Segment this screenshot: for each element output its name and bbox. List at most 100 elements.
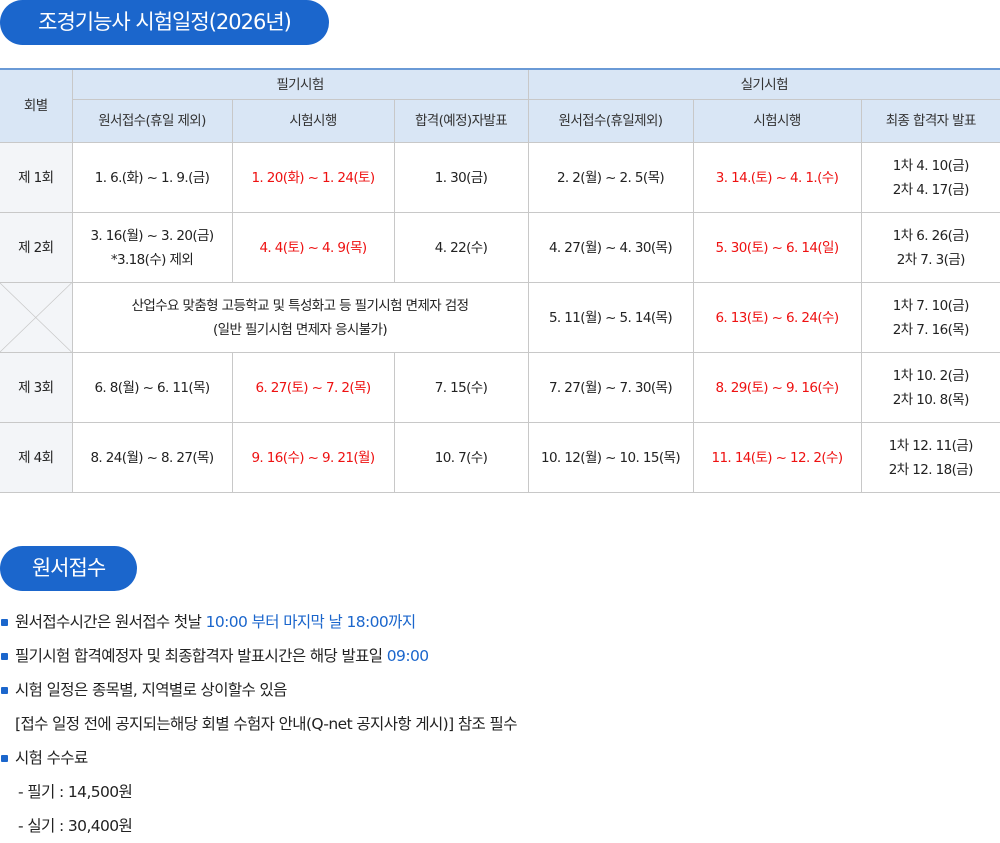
note-text: 원서접수시간은 원서접수 첫날: [15, 613, 206, 631]
cell-line: 1. 6.(화) ~ 1. 9.(금): [73, 166, 232, 190]
cell-line: 8. 29(토) ~ 9. 16(수): [694, 376, 861, 400]
cell-line: 1차 6. 26(금): [862, 224, 1000, 248]
cell-line: 9. 16(수) ~ 9. 21(월): [233, 446, 394, 470]
note-text: - 실기 : 30,400원: [18, 817, 132, 835]
cell-line: 7. 15(수): [395, 376, 528, 400]
schedule-cell: 1. 6.(화) ~ 1. 9.(금): [72, 143, 232, 213]
cell-line: 6. 13(토) ~ 6. 24(수): [694, 306, 861, 330]
schedule-cell: 7. 27(월) ~ 7. 30(목): [528, 353, 693, 423]
list-item: [접수 일정 전에 공지되는해당 회별 수험자 안내(Q-net 공지사항 게시…: [0, 707, 517, 741]
merged-written-exemption-cell: 산업수요 맞춤형 고등학교 및 특성화고 등 필기시험 면제자 검정(일반 필기…: [72, 283, 528, 353]
cell-line: *3.18(수) 제외: [73, 248, 232, 272]
schedule-cell: 4. 22(수): [394, 213, 528, 283]
schedule-cell: 7. 15(수): [394, 353, 528, 423]
cell-line: 1. 30(금): [395, 166, 528, 190]
round-cell: 제 3회: [0, 353, 72, 423]
round-cell: 제 1회: [0, 143, 72, 213]
header-practical-exam: 실기시험: [528, 69, 1000, 100]
cell-line: 4. 27(월) ~ 4. 30(목): [529, 236, 693, 260]
schedule-cell: 1차 12. 11(금)2차 12. 18(금): [861, 423, 1000, 493]
column-header: 최종 합격자 발표: [861, 100, 1000, 143]
column-header: 시험시행: [232, 100, 394, 143]
schedule-cell: 10. 12(월) ~ 10. 15(목): [528, 423, 693, 493]
cell-line: 4. 4(토) ~ 4. 9(목): [233, 236, 394, 260]
list-item: 필기시험 합격예정자 및 최종합격자 발표시간은 해당 발표일 09:00: [0, 639, 517, 673]
cell-line: 2차 10. 8(목): [862, 388, 1000, 412]
schedule-cell: 3. 16(월) ~ 3. 20(금)*3.18(수) 제외: [72, 213, 232, 283]
schedule-cell: 8. 24(월) ~ 8. 27(목): [72, 423, 232, 493]
schedule-cell: 5. 30(토) ~ 6. 14(일): [693, 213, 861, 283]
cell-line: 10. 12(월) ~ 10. 15(목): [529, 446, 693, 470]
schedule-cell: 1차 10. 2(금)2차 10. 8(목): [861, 353, 1000, 423]
round-cell: 제 2회: [0, 213, 72, 283]
note-text: [접수 일정 전에 공지되는해당 회별 수험자 안내(Q-net 공지사항 게시…: [15, 715, 517, 733]
cell-line: 1차 7. 10(금): [862, 294, 1000, 318]
cell-line: 7. 27(월) ~ 7. 30(목): [529, 376, 693, 400]
note-text: 시험 수수료: [15, 749, 88, 767]
schedule-cell: 1차 6. 26(금)2차 7. 3(금): [861, 213, 1000, 283]
cell-line: 8. 24(월) ~ 8. 27(목): [73, 446, 232, 470]
cell-line: 5. 30(토) ~ 6. 14(일): [694, 236, 861, 260]
cell-line: 11. 14(토) ~ 12. 2(수): [694, 446, 861, 470]
cell-line: (일반 필기시험 면제자 응시불가): [73, 318, 528, 342]
schedule-cell: 6. 8(월) ~ 6. 11(목): [72, 353, 232, 423]
note-text: 시험 일정은 종목별, 지역별로 상이할수 있음: [15, 681, 287, 699]
cell-line: 10. 7(수): [395, 446, 528, 470]
schedule-cell: 10. 7(수): [394, 423, 528, 493]
cross-out-icon: [0, 283, 72, 352]
cell-line: 2차 4. 17(금): [862, 178, 1000, 202]
schedule-cell: 1. 20(화) ~ 1. 24(토): [232, 143, 394, 213]
schedule-cell: 2. 2(월) ~ 2. 5(목): [528, 143, 693, 213]
schedule-cell: 1차 4. 10(금)2차 4. 17(금): [861, 143, 1000, 213]
schedule-cell: 1. 30(금): [394, 143, 528, 213]
cell-line: 4. 22(수): [395, 236, 528, 260]
highlight-text: 09:00: [387, 647, 429, 665]
cell-line: 1차 10. 2(금): [862, 364, 1000, 388]
cell-line: 6. 27(토) ~ 7. 2(목): [233, 376, 394, 400]
list-item: 시험 수수료: [0, 741, 517, 775]
note-text: 필기시험 합격예정자 및 최종합격자 발표시간은 해당 발표일: [15, 647, 387, 665]
schedule-cell: 4. 27(월) ~ 4. 30(목): [528, 213, 693, 283]
header-written-exam: 필기시험: [72, 69, 528, 100]
cell-line: 3. 14.(토) ~ 4. 1.(수): [694, 166, 861, 190]
schedule-cell: 11. 14(토) ~ 12. 2(수): [693, 423, 861, 493]
list-item: 원서접수시간은 원서접수 첫날 10:00 부터 마지막 날 18:00까지: [0, 605, 517, 639]
schedule-cell: 4. 4(토) ~ 4. 9(목): [232, 213, 394, 283]
section-title-application: 원서접수: [0, 546, 137, 591]
column-header: 시험시행: [693, 100, 861, 143]
cell-line: 6. 8(월) ~ 6. 11(목): [73, 376, 232, 400]
list-item: 시험 일정은 종목별, 지역별로 상이할수 있음: [0, 673, 517, 707]
schedule-cell: 9. 16(수) ~ 9. 21(월): [232, 423, 394, 493]
cell-line: 1차 12. 11(금): [862, 434, 1000, 458]
cell-line: 2차 7. 3(금): [862, 248, 1000, 272]
cell-line: 3. 16(월) ~ 3. 20(금): [73, 224, 232, 248]
cell-line: 1. 20(화) ~ 1. 24(토): [233, 166, 394, 190]
list-item: - 실기 : 30,400원: [0, 809, 517, 843]
column-header: 원서접수(휴일제외): [528, 100, 693, 143]
highlight-text: 10:00 부터 마지막 날 18:00까지: [206, 613, 416, 631]
schedule-cell: 8. 29(토) ~ 9. 16(수): [693, 353, 861, 423]
schedule-cell: 6. 13(토) ~ 6. 24(수): [693, 283, 861, 353]
note-text: - 필기 : 14,500원: [18, 783, 132, 801]
list-item: - 필기 : 14,500원: [0, 775, 517, 809]
cell-line: 2. 2(월) ~ 2. 5(목): [529, 166, 693, 190]
empty-round-cell: [0, 283, 72, 353]
column-header: 원서접수(휴일 제외): [72, 100, 232, 143]
table-row: 산업수요 맞춤형 고등학교 및 특성화고 등 필기시험 면제자 검정(일반 필기…: [0, 283, 1000, 353]
schedule-cell: 5. 11(월) ~ 5. 14(목): [528, 283, 693, 353]
schedule-cell: 1차 7. 10(금)2차 7. 16(목): [861, 283, 1000, 353]
schedule-cell: 6. 27(토) ~ 7. 2(목): [232, 353, 394, 423]
page-title: 조경기능사 시험일정(2026년): [0, 0, 329, 45]
cell-line: 1차 4. 10(금): [862, 154, 1000, 178]
round-cell: 제 4회: [0, 423, 72, 493]
cell-line: 2차 7. 16(목): [862, 318, 1000, 342]
cell-line: 5. 11(월) ~ 5. 14(목): [529, 306, 693, 330]
cell-line: 산업수요 맞춤형 고등학교 및 특성화고 등 필기시험 면제자 검정: [73, 294, 528, 318]
schedule-cell: 3. 14.(토) ~ 4. 1.(수): [693, 143, 861, 213]
